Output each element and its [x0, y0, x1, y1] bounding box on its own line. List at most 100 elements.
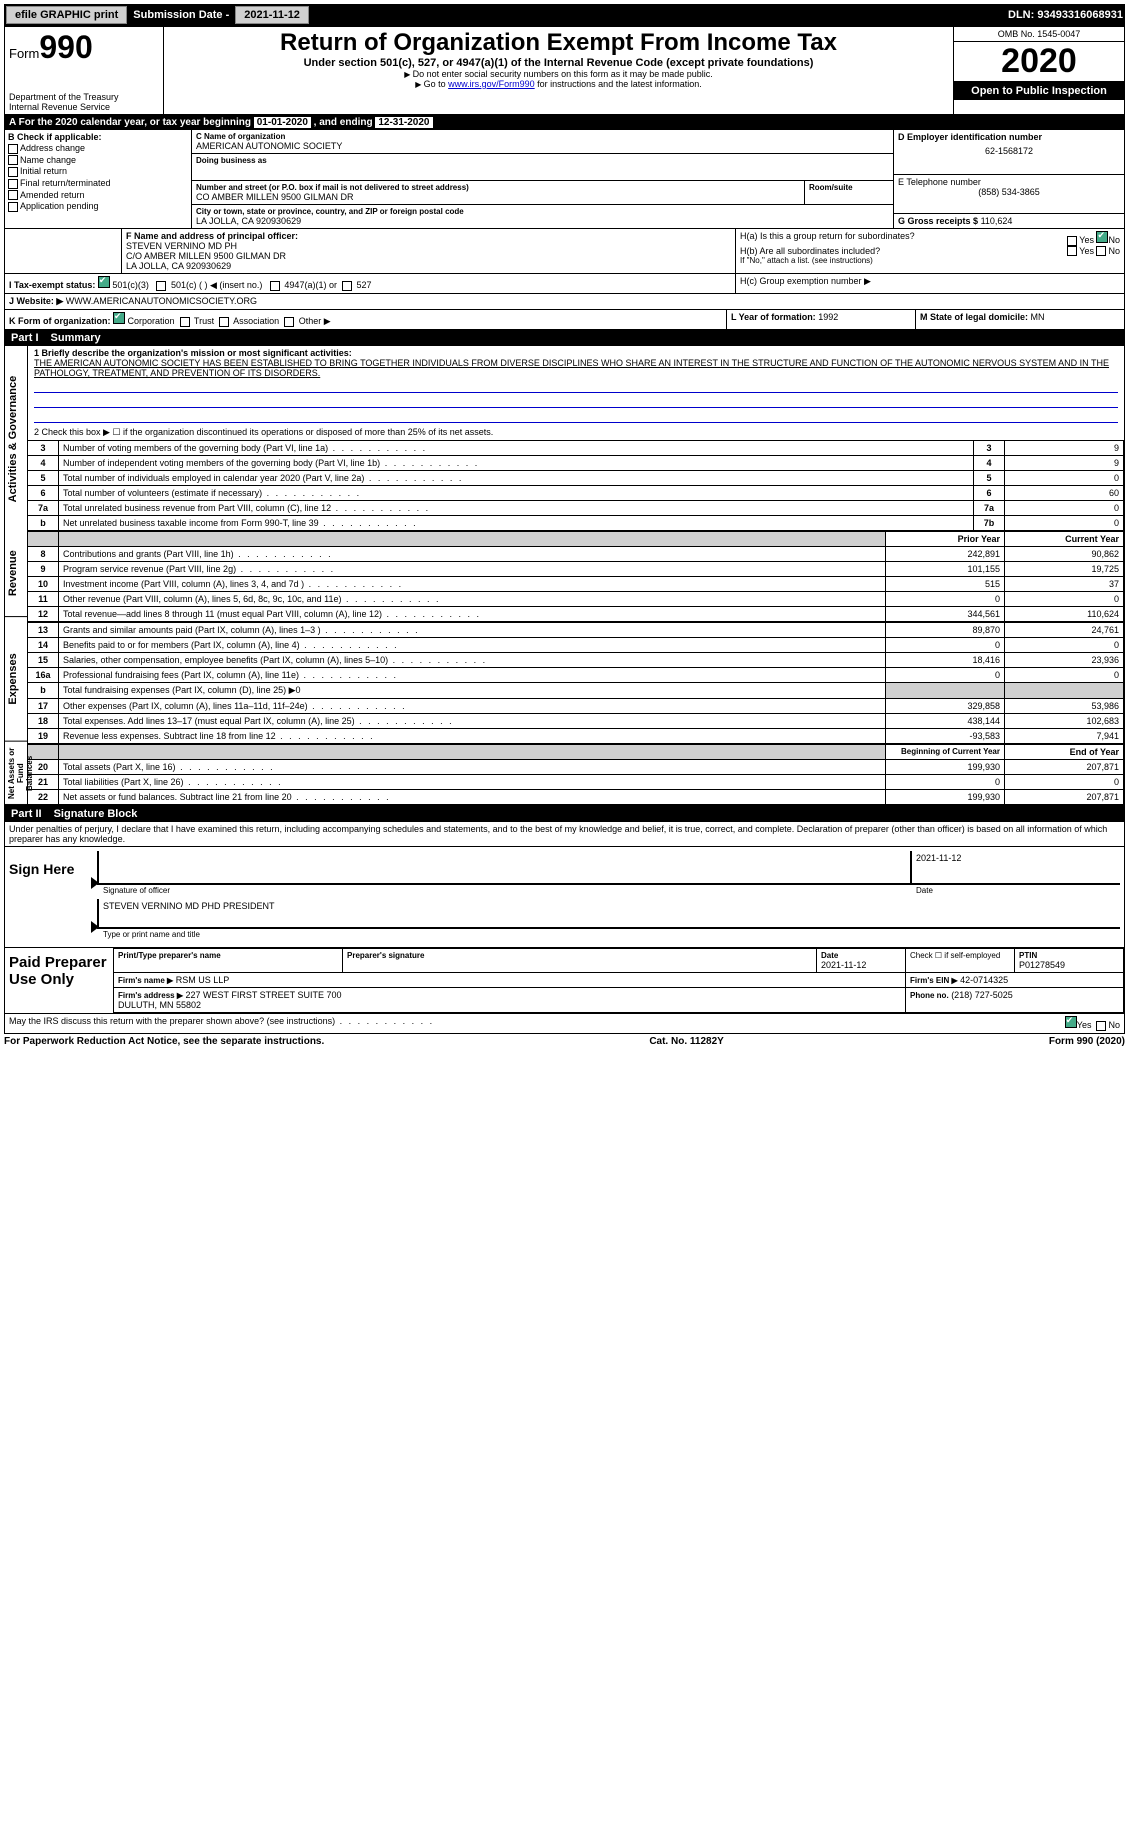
signature-field[interactable]: Signature of officer — [97, 851, 910, 885]
ptin-value: P01278549 — [1019, 960, 1119, 970]
hb-answer: Yes No — [1067, 246, 1120, 257]
check-address-change[interactable]: Address change — [8, 143, 188, 154]
hc-label: H(c) Group exemption number ▶ — [736, 274, 1124, 293]
phone-value: (858) 534-3865 — [898, 187, 1120, 197]
addr-label: Number and street (or P.O. box if mail i… — [196, 183, 800, 192]
date-field: 2021-11-12 Date — [910, 851, 1120, 885]
section-k-label: K Form of organization: — [9, 316, 111, 326]
part1-body: Activities & Governance Revenue Expenses… — [5, 346, 1124, 806]
opt-other[interactable]: Other ▶ — [299, 316, 331, 326]
org-name: AMERICAN AUTONOMIC SOCIETY — [196, 141, 889, 151]
sig-date-label: Date — [916, 886, 933, 895]
opt-4947[interactable]: 4947(a)(1) or — [284, 280, 337, 290]
table-row: 8Contributions and grants (Part VIII, li… — [28, 547, 1124, 562]
part1-header: Part I Summary — [5, 330, 1124, 346]
dln-label: DLN: — [1008, 9, 1034, 21]
preparer-date-label: Date — [821, 951, 901, 960]
city-value: LA JOLLA, CA 920930629 — [196, 216, 889, 226]
self-employed-check[interactable]: Check ☐ if self-employed — [906, 949, 1015, 973]
sig-officer-label: Signature of officer — [103, 886, 170, 895]
ein-value: 62-1568172 — [898, 146, 1120, 156]
table-row: 14Benefits paid to or for members (Part … — [28, 638, 1124, 653]
check-application-pending[interactable]: Application pending — [8, 201, 188, 212]
table-row: 18Total expenses. Add lines 13–17 (must … — [28, 714, 1124, 729]
opt-assoc[interactable]: Association — [233, 316, 279, 326]
mission-text: THE AMERICAN AUTONOMIC SOCIETY HAS BEEN … — [34, 358, 1118, 378]
section-l-label: L Year of formation: — [731, 312, 816, 322]
part1-num: Part I — [11, 332, 39, 344]
page-footer: For Paperwork Reduction Act Notice, see … — [4, 1034, 1125, 1049]
opt-527[interactable]: 527 — [356, 280, 371, 290]
part2-title: Signature Block — [54, 808, 138, 820]
open-inspection: Open to Public Inspection — [954, 82, 1124, 100]
identity-block: B Check if applicable: Address change Na… — [5, 130, 1124, 229]
officer-printed-name: STEVEN VERNINO MD PHD PRESIDENT — [103, 901, 1116, 911]
check-amended-return[interactable]: Amended return — [8, 190, 188, 201]
part2-header: Part II Signature Block — [5, 806, 1124, 822]
section-m-label: M State of legal domicile: — [920, 312, 1028, 322]
table-row: 7aTotal unrelated business revenue from … — [28, 501, 1124, 516]
table-row: bTotal fundraising expenses (Part IX, co… — [28, 683, 1124, 699]
domicile-state: MN — [1031, 312, 1045, 322]
dln-value: 93493316068931 — [1037, 9, 1123, 21]
opt-501c3[interactable]: 501(c)(3) — [112, 280, 149, 290]
check-icon — [98, 276, 110, 288]
period-begin: 01-01-2020 — [254, 117, 311, 128]
check-initial-return[interactable]: Initial return — [8, 166, 188, 177]
opt-501c[interactable]: 501(c) ( ) ◀ (insert no.) — [171, 280, 262, 290]
section-f-label: F Name and address of principal officer: — [126, 231, 731, 241]
ein-label: D Employer identification number — [898, 132, 1120, 142]
table-row: 16aProfessional fundraising fees (Part I… — [28, 668, 1124, 683]
submission-date-label: Submission Date - — [133, 9, 229, 21]
period-end: 12-31-2020 — [375, 117, 432, 128]
hb-label: H(b) Are all subordinates included? — [740, 246, 880, 257]
officer-name-field: STEVEN VERNINO MD PHD PRESIDENT Type or … — [97, 899, 1120, 929]
ha-answer: Yes No — [1067, 231, 1120, 246]
sign-here-label: Sign Here — [5, 847, 93, 947]
firm-name: RSM US LLP — [176, 975, 230, 985]
tax-period: A For the 2020 calendar year, or tax yea… — [5, 115, 1124, 130]
part2-num: Part II — [11, 808, 42, 820]
table-row: 20Total assets (Part X, line 16)199,9302… — [28, 760, 1124, 775]
section-b-header: B Check if applicable: — [8, 132, 188, 142]
table-row: 21Total liabilities (Part X, line 26)00 — [28, 775, 1124, 790]
opt-trust[interactable]: Trust — [194, 316, 214, 326]
check-final-return[interactable]: Final return/terminated — [8, 178, 188, 189]
part1-title: Summary — [51, 332, 101, 344]
expenses-table: 13Grants and similar amounts paid (Part … — [28, 622, 1124, 744]
sig-date: 2021-11-12 — [916, 853, 1116, 863]
firm-phone: (218) 727-5025 — [951, 990, 1013, 1000]
revenue-table: Prior Year Current Year 8Contributions a… — [28, 531, 1124, 622]
section-b: B Check if applicable: Address change Na… — [5, 130, 192, 228]
period-label: A For the 2020 calendar year, or tax yea… — [9, 117, 254, 128]
officer-group-block: F Name and address of principal officer:… — [5, 229, 1124, 274]
gross-receipts-label: G Gross receipts $ — [898, 216, 978, 226]
footer-mid: Cat. No. 11282Y — [649, 1036, 723, 1047]
line1-label: 1 Briefly describe the organization's mi… — [34, 348, 1118, 358]
preparer-date: 2021-11-12 — [821, 960, 901, 970]
org-form-row: K Form of organization: Corporation Trus… — [5, 310, 1124, 330]
goto-prefix: Go to — [415, 79, 448, 89]
table-row: 15Salaries, other compensation, employee… — [28, 653, 1124, 668]
table-row: 22Net assets or fund balances. Subtract … — [28, 790, 1124, 805]
tax-status-row: I Tax-exempt status: 501(c)(3) 501(c) ( … — [5, 274, 1124, 294]
dln: DLN: 93493316068931 — [1008, 9, 1123, 21]
section-c-label: C Name of organization — [196, 132, 889, 141]
check-name-change[interactable]: Name change — [8, 155, 188, 166]
irs-link[interactable]: www.irs.gov/Form990 — [448, 79, 535, 89]
side-revenue: Revenue — [5, 531, 27, 617]
firm-name-label: Firm's name ▶ — [118, 976, 173, 985]
declaration-text: Under penalties of perjury, I declare th… — [5, 822, 1124, 847]
website-value: WWW.AMERICANAUTONOMICSOCIETY.ORG — [66, 296, 257, 306]
form-subtitle-3: Go to www.irs.gov/Form990 for instructio… — [168, 79, 949, 89]
goto-suffix: for instructions and the latest informat… — [535, 79, 702, 89]
preparer-name-label: Print/Type preparer's name — [118, 951, 338, 960]
omb-number: OMB No. 1545-0047 — [954, 27, 1124, 42]
ptin-label: PTIN — [1019, 951, 1119, 960]
hb-note: If "No," attach a list. (see instruction… — [740, 256, 1120, 265]
table-row: 11Other revenue (Part VIII, column (A), … — [28, 592, 1124, 607]
opt-corp[interactable]: Corporation — [128, 316, 175, 326]
form-990-label: 990 — [39, 29, 92, 65]
tax-year: 2020 — [954, 42, 1124, 82]
efile-print-button[interactable]: efile GRAPHIC print — [6, 6, 127, 24]
